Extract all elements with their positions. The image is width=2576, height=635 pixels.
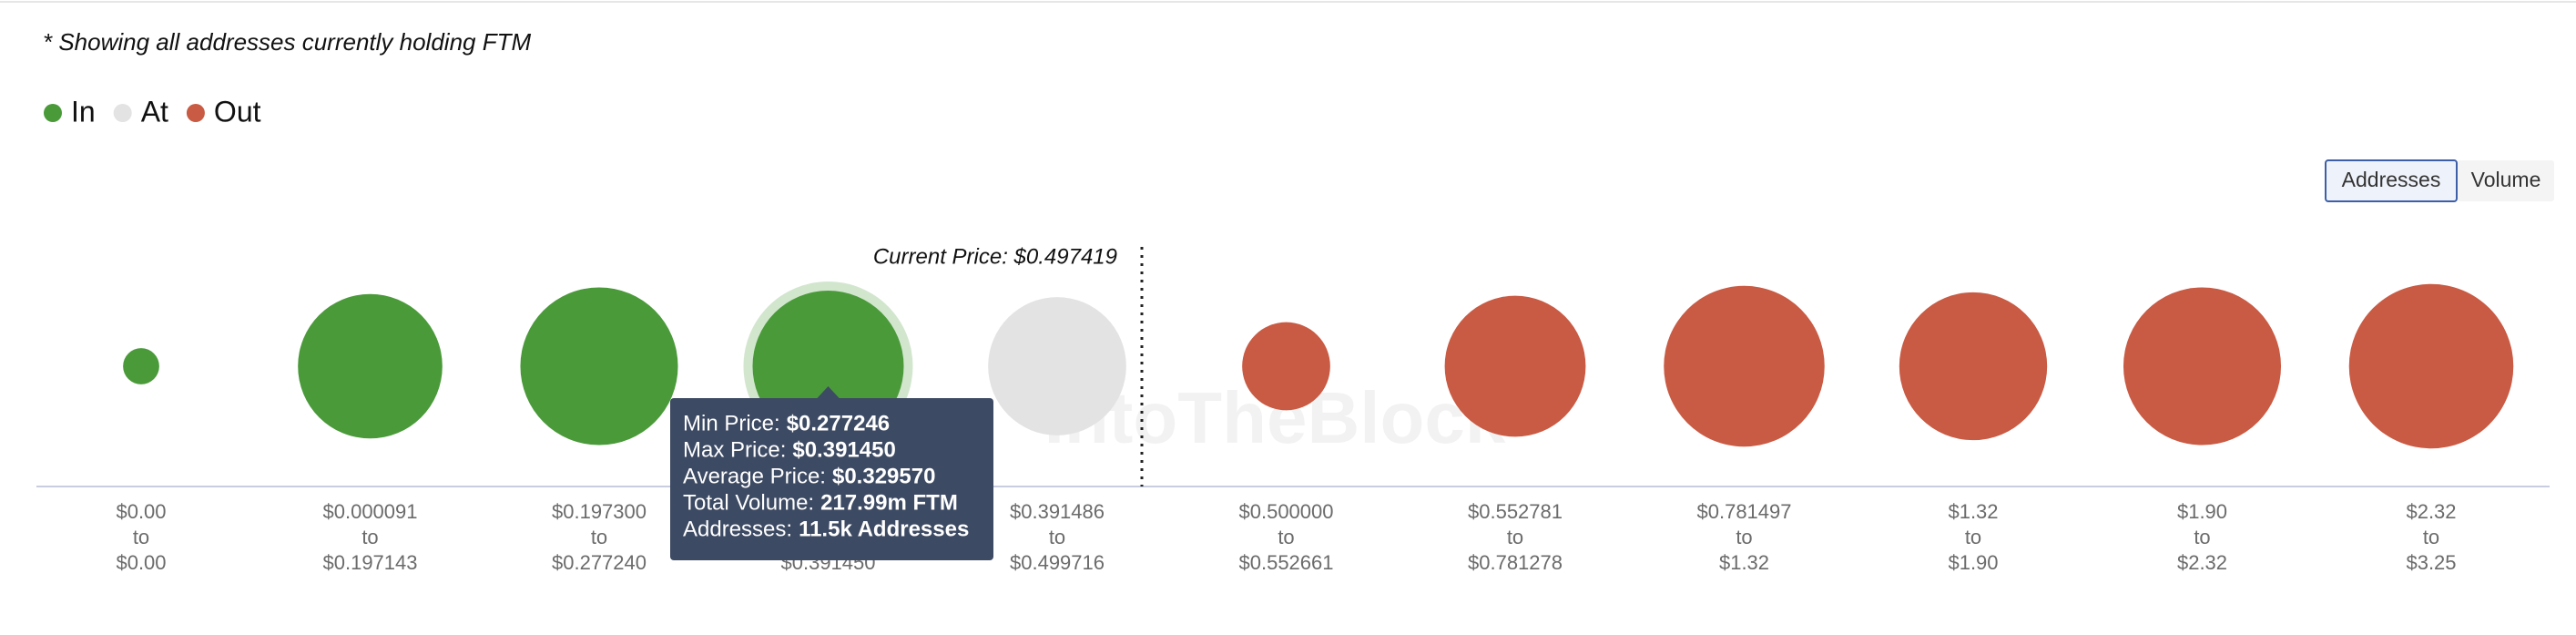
- button-label[interactable]: Addresses: [2342, 168, 2441, 191]
- legend-swatch: [44, 104, 62, 122]
- x-tick-label: $1.32: [1948, 500, 1998, 523]
- tooltip-label: Addresses:: [683, 517, 792, 541]
- x-tick-label: to: [1965, 526, 1981, 548]
- x-tick-label: $0.499716: [1010, 551, 1105, 574]
- x-tick-label: $0.391486: [1010, 500, 1105, 523]
- current-price-label: Current Price: $0.497419: [873, 244, 1117, 269]
- tooltip-value: 11.5k Addresses: [799, 517, 969, 541]
- x-tick-label: $1.32: [1719, 551, 1769, 574]
- tooltip-label: Total Volume:: [683, 490, 814, 515]
- bubble: [1899, 292, 2048, 441]
- legend: In At Out: [44, 95, 261, 128]
- legend-swatch: [186, 104, 205, 122]
- bubble: [520, 287, 678, 446]
- addresses-button[interactable]: [2325, 159, 2458, 202]
- tooltip-label: Max Price:: [683, 437, 786, 462]
- bubble: [988, 297, 1126, 435]
- x-tick-label: $0.781278: [1468, 551, 1563, 574]
- x-tick-label: to: [133, 526, 149, 548]
- bubble: [1664, 285, 1825, 447]
- legend-label: At: [141, 95, 168, 128]
- x-tick-label: to: [591, 526, 607, 548]
- x-tick-label: to: [1736, 526, 1752, 548]
- bubble: [298, 293, 443, 439]
- tooltip-label: Average Price:: [683, 464, 826, 488]
- note: * Showing all addresses currently holdin…: [43, 28, 531, 56]
- bubble: [1242, 322, 1330, 411]
- tooltip-value: $0.391450: [792, 437, 895, 462]
- x-tick-label: $0.197143: [323, 551, 418, 574]
- tooltip-arrow: [816, 386, 840, 399]
- x-tick-label: $2.32: [2406, 500, 2456, 523]
- x-tick-label: $0.552661: [1239, 551, 1334, 574]
- tooltip-box: [670, 398, 993, 560]
- x-tick-label: $1.90: [2177, 500, 2227, 523]
- legend-label: In: [71, 95, 96, 128]
- x-tick-label: $0.00: [116, 551, 166, 574]
- volume-button[interactable]: [2458, 160, 2554, 201]
- x-tick-label: $0.277240: [552, 551, 647, 574]
- x-tick-label: $0.197300: [552, 500, 647, 523]
- x-tick-label: to: [2194, 526, 2210, 548]
- x-tick-label: to: [1049, 526, 1065, 548]
- x-tick-label: $0.500000: [1239, 500, 1334, 523]
- tooltip-value: $0.277246: [787, 411, 890, 435]
- x-tick-label: $1.90: [1948, 551, 1998, 574]
- tooltip-label: Min Price:: [683, 411, 780, 435]
- button-label[interactable]: Volume: [2471, 168, 2541, 191]
- x-tick-label: $0.000091: [323, 500, 418, 523]
- x-tick-label: to: [361, 526, 378, 548]
- x-tick-label: to: [1507, 526, 1523, 548]
- x-tick-label: to: [2423, 526, 2439, 548]
- bubble: [2348, 283, 2514, 449]
- bubble: [123, 348, 159, 384]
- x-tick-label: $0.00: [116, 500, 166, 523]
- x-tick-label: $3.25: [2406, 551, 2456, 574]
- tooltip-value: 217.99m FTM: [820, 490, 958, 515]
- legend-label: Out: [214, 95, 261, 128]
- tooltip-value: $0.329570: [832, 464, 935, 488]
- legend-swatch: [113, 104, 132, 122]
- x-tick-label: to: [1278, 526, 1294, 548]
- x-tick-label: $0.552781: [1468, 500, 1563, 523]
- x-tick-label: $2.32: [2177, 551, 2227, 574]
- x-axis: $0.00 to $0.00 $0.000091 to $0.197143 $0.19730…: [116, 500, 2456, 574]
- bubble: [1444, 295, 1586, 437]
- x-tick-label: $0.781497: [1697, 500, 1792, 523]
- bubble: [2123, 287, 2282, 446]
